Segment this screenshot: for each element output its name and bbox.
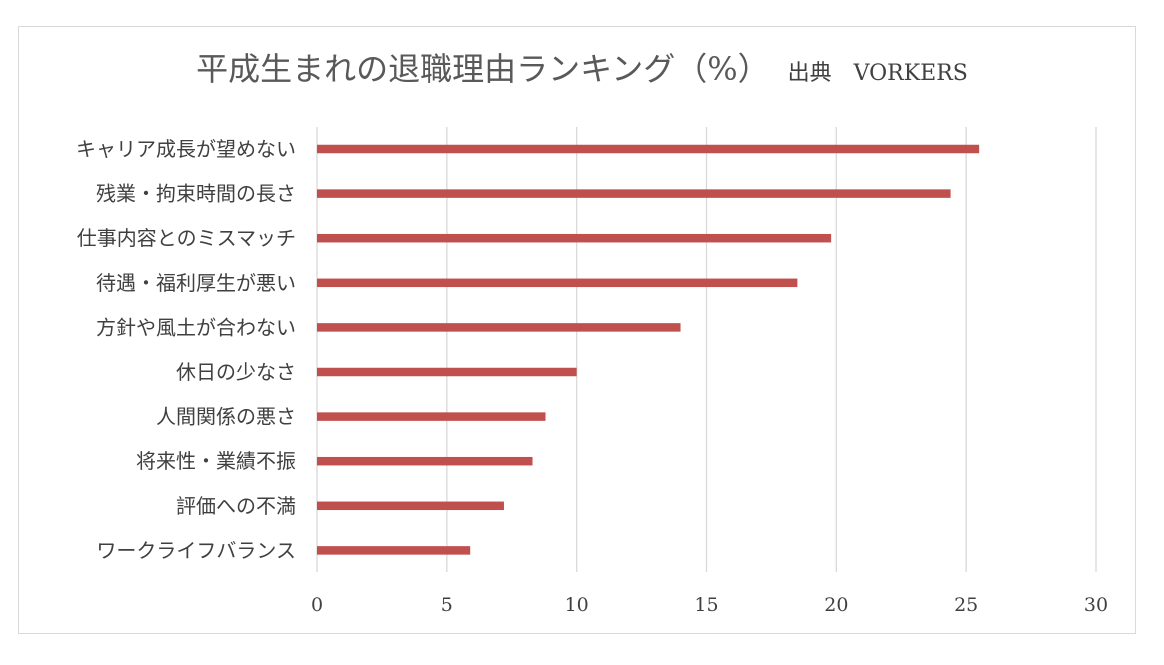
x-tick-label: 5 <box>441 594 453 616</box>
bar <box>317 456 533 466</box>
x-tick-labels: 0 5 10 15 20 25 30 <box>311 594 1108 616</box>
bar <box>317 412 546 421</box>
category-label: 方針や風土が合わない <box>96 315 296 339</box>
x-tick-label: 10 <box>565 594 589 616</box>
chart-source-text: 出典 VORKERS <box>787 61 968 86</box>
category-label: キャリア成長が望めない <box>76 137 296 161</box>
bar <box>317 367 577 377</box>
x-tick-label: 15 <box>694 594 718 616</box>
category-label: 将来性・業績不振 <box>136 449 296 473</box>
chart-title: 平成生まれの退職理由ランキング（%） 出典 VORKERS <box>0 44 1164 90</box>
bar <box>317 501 504 511</box>
category-label: 休日の少なさ <box>176 360 296 384</box>
bar <box>317 233 832 243</box>
bars <box>317 144 980 555</box>
bar <box>317 278 798 288</box>
bar <box>317 323 681 332</box>
x-tick-label: 25 <box>954 594 978 616</box>
x-tick-label: 0 <box>311 594 323 616</box>
grid-lines <box>316 127 1097 572</box>
bar <box>317 144 980 154</box>
category-label: 仕事内容とのミスマッチ <box>77 226 296 250</box>
chart-title-text: 平成生まれの退職理由ランキング（%） <box>196 50 770 88</box>
bar <box>317 546 471 555</box>
x-tick-label: 30 <box>1084 594 1108 616</box>
category-label: 残業・拘束時間の長さ <box>96 182 296 206</box>
category-label: 評価への不満 <box>176 494 296 518</box>
category-label: 人間関係の悪さ <box>156 405 296 429</box>
category-label: 待遇・福利厚生が悪い <box>96 271 296 295</box>
category-label: ワークライフバランス <box>96 538 296 562</box>
bar <box>317 189 951 198</box>
x-tick-label: 20 <box>824 594 848 616</box>
category-labels: キャリア成長が望めない残業・拘束時間の長さ仕事内容とのミスマッチ待遇・福利厚生が… <box>76 137 296 562</box>
